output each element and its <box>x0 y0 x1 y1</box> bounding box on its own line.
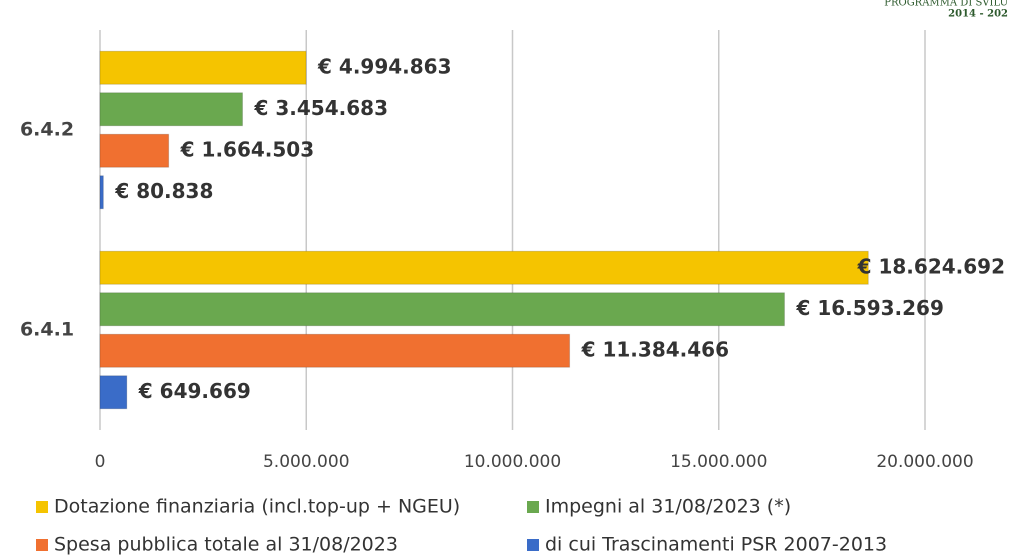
logo-text: 2014 - 202 <box>948 9 1008 20</box>
bar <box>99 292 785 327</box>
bar <box>99 175 104 210</box>
x-tick-label: 20.000.000 <box>876 452 973 472</box>
legend-swatch <box>36 539 48 551</box>
value-label: € 4.994.863 <box>317 54 452 78</box>
value-label: € 1.664.503 <box>180 137 315 161</box>
legend-label: Spesa pubblica totale al 31/08/2023 <box>54 534 398 556</box>
bar <box>99 333 571 368</box>
value-label: € 3.454.683 <box>254 96 389 120</box>
bar <box>99 250 869 285</box>
bar <box>99 50 307 85</box>
legend-swatch <box>36 501 48 513</box>
legend-label: Impegni al 31/08/2023 (*) <box>545 496 791 518</box>
value-label: € 11.384.466 <box>581 337 729 361</box>
x-tick-label: 15.000.000 <box>670 452 767 472</box>
bar <box>99 133 170 168</box>
x-tick-label: 10.000.000 <box>464 452 561 472</box>
x-tick-label: 5.000.000 <box>263 452 350 472</box>
value-label: € 16.593.269 <box>795 296 943 320</box>
value-label: € 80.838 <box>114 179 213 203</box>
x-tick-label: 0 <box>95 452 106 472</box>
legend-swatch <box>527 501 539 513</box>
category-label: 6.4.1 <box>20 319 74 341</box>
bar <box>99 375 128 410</box>
logo-text: PROGRAMMA DI SVILU <box>884 0 1008 9</box>
value-label: € 649.669 <box>138 379 251 403</box>
value-label: € 18.624.692 <box>857 254 1005 278</box>
legend-swatch <box>527 539 539 551</box>
category-label: 6.4.2 <box>20 119 74 141</box>
legend-label: di cui Trascinamenti PSR 2007-2013 <box>545 534 887 556</box>
legend-label: Dotazione finanziaria (incl.top-up + NGE… <box>54 496 460 518</box>
bar <box>99 92 244 127</box>
